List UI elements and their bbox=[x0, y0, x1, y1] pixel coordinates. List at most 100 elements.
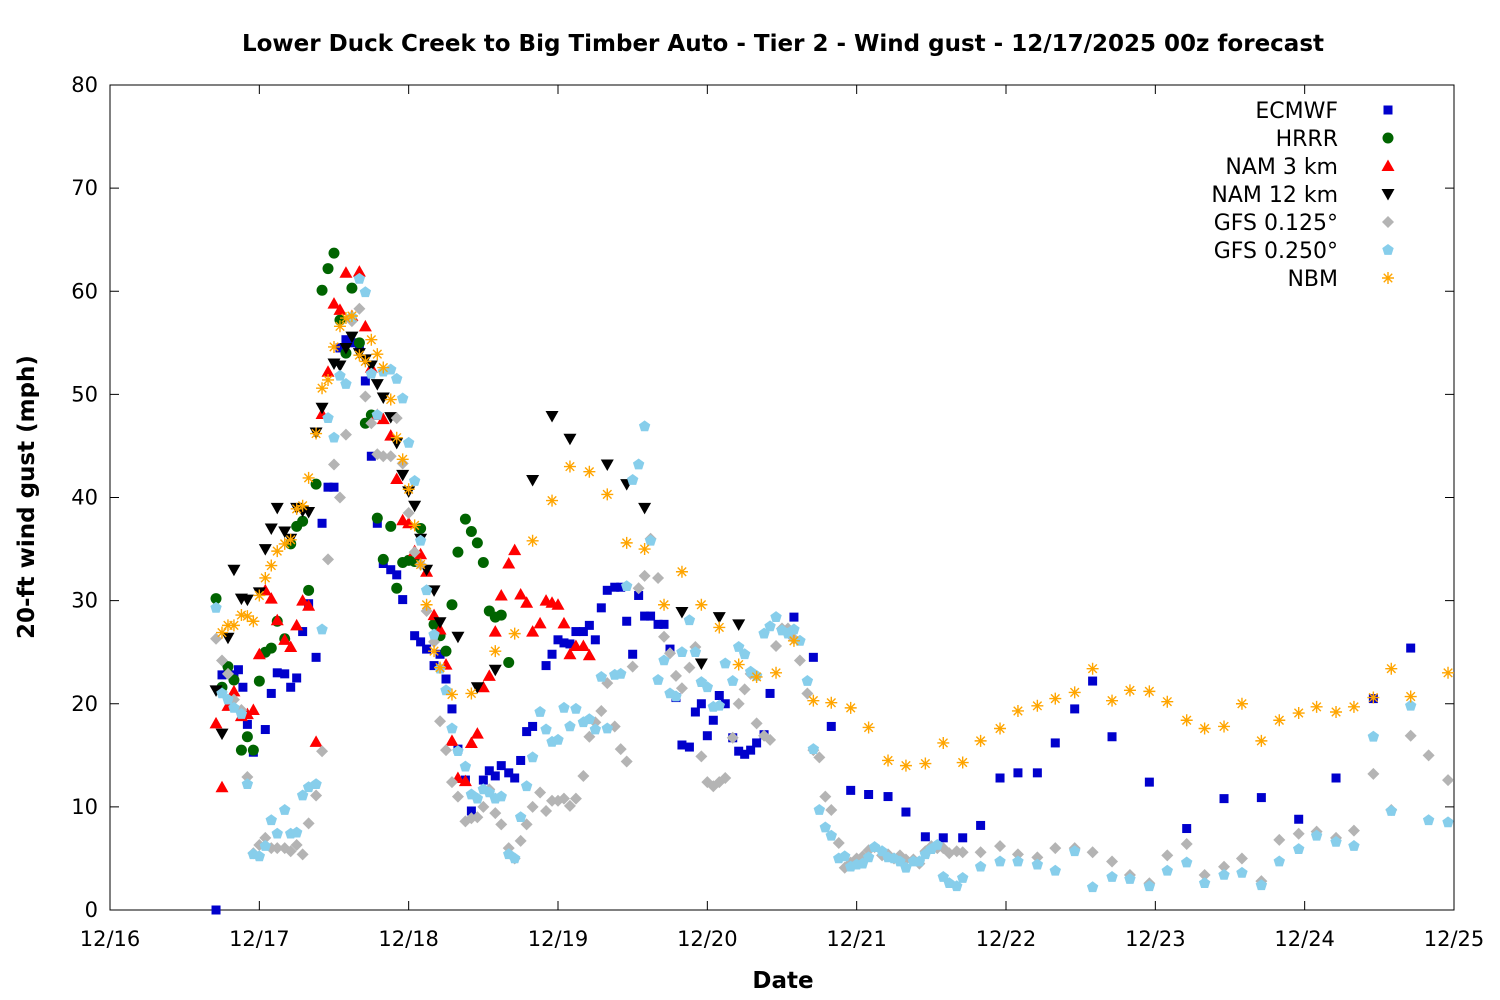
gfs-0-250-point bbox=[322, 412, 334, 423]
nbm-point bbox=[546, 494, 559, 507]
gfs-0-125-point bbox=[445, 776, 458, 789]
ecmwf-point bbox=[696, 699, 706, 709]
x-tick-label: 12/25 bbox=[1424, 927, 1485, 951]
gfs-0-125-point bbox=[675, 682, 688, 695]
ecmwf-point bbox=[478, 775, 488, 785]
gfs-0-125-point bbox=[259, 831, 272, 844]
legend-marker-nam-12-km bbox=[1381, 189, 1395, 201]
nbm-point bbox=[862, 721, 875, 734]
gfs-0-125-point bbox=[365, 417, 378, 430]
ecmwf-point bbox=[1219, 794, 1229, 804]
series-nam-12-km bbox=[209, 331, 746, 741]
ecmwf-point bbox=[1107, 732, 1117, 742]
ecmwf-point bbox=[602, 585, 612, 595]
gfs-0-125-point bbox=[626, 660, 639, 673]
nam-3-km-point bbox=[445, 734, 459, 746]
gfs-0-250-point bbox=[1049, 864, 1061, 876]
nam-12-km-point bbox=[563, 433, 577, 446]
nbm-point bbox=[974, 734, 987, 747]
ecmwf-point bbox=[496, 761, 506, 771]
ecmwf-point bbox=[920, 832, 930, 842]
hrrr-point bbox=[503, 657, 515, 668]
gfs-0-125-point bbox=[638, 569, 651, 582]
gfs-0-250-point bbox=[508, 852, 521, 864]
gfs-0-250-point bbox=[1198, 877, 1211, 889]
ecmwf-point bbox=[1182, 824, 1192, 834]
hrrr-point bbox=[322, 263, 334, 275]
gfs-0-250-point bbox=[764, 620, 776, 632]
gfs-0-250-point bbox=[353, 272, 366, 284]
gfs-0-125-point bbox=[1161, 849, 1174, 862]
ecmwf-point bbox=[280, 669, 290, 679]
gfs-0-125-point bbox=[440, 744, 452, 757]
ecmwf-point bbox=[528, 721, 538, 731]
nbm-point bbox=[508, 627, 521, 640]
x-tick-label: 12/23 bbox=[1125, 927, 1186, 951]
hrrr-point bbox=[446, 599, 458, 611]
ecmwf-point bbox=[1144, 777, 1154, 787]
hrrr-point bbox=[303, 584, 315, 596]
y-tick-label: 0 bbox=[85, 898, 98, 922]
gfs-0-250-point bbox=[1442, 816, 1454, 828]
gfs-0-125-point bbox=[489, 807, 502, 820]
gfs-0-250-point bbox=[727, 675, 739, 686]
legend-marker-gfs-0-250 bbox=[1382, 244, 1394, 255]
gfs-0-250-point bbox=[279, 803, 291, 815]
gfs-0-125-point bbox=[333, 491, 346, 504]
gfs-0-250-point bbox=[253, 850, 266, 862]
nam-12-km-point bbox=[526, 474, 540, 487]
gfs-0-125-point bbox=[1235, 852, 1248, 865]
legend: ECMWF HRRR NAM 3 km NAM 12 km GFS 0.125° GFS … bbox=[1211, 99, 1395, 292]
gfs-0-125-point bbox=[1422, 749, 1435, 762]
nbm-point bbox=[384, 393, 397, 406]
ecmwf-point bbox=[976, 820, 986, 830]
gfs-0-250-point bbox=[534, 706, 546, 717]
legend-label-nbm: NBM bbox=[1287, 267, 1338, 292]
legend-marker-hrrr bbox=[1382, 132, 1394, 144]
nbm-point bbox=[844, 701, 857, 714]
nam-12-km-point bbox=[315, 402, 329, 415]
nam-3-km-point bbox=[246, 703, 260, 715]
nbm-point bbox=[1049, 692, 1062, 705]
nam-12-km-point bbox=[488, 664, 502, 677]
gfs-0-250-point bbox=[1310, 829, 1323, 841]
ecmwf-point bbox=[883, 792, 893, 802]
gfs-0-125-point bbox=[750, 717, 763, 730]
nam-3-km-point bbox=[209, 716, 223, 729]
gfs-0-250-point bbox=[713, 699, 725, 711]
gfs-0-250-point bbox=[316, 623, 328, 635]
nam-3-km-point bbox=[526, 625, 540, 637]
hrrr-point bbox=[328, 247, 340, 259]
nbm-point bbox=[750, 670, 763, 683]
gfs-0-250-point bbox=[839, 850, 851, 862]
gfs-0-250-point bbox=[825, 829, 837, 841]
gfs-0-125-point bbox=[408, 546, 421, 559]
nbm-point bbox=[1404, 690, 1417, 703]
gfs-0-250-point bbox=[222, 693, 234, 705]
gfs-0-250-point bbox=[340, 378, 352, 389]
nbm-point bbox=[956, 756, 969, 769]
gfs-0-125-point bbox=[384, 450, 397, 463]
gfs-0-250-point bbox=[235, 708, 248, 719]
nbm-point bbox=[825, 696, 838, 709]
ecmwf-point bbox=[238, 682, 248, 692]
nbm-point bbox=[259, 571, 272, 584]
y-tick-label: 80 bbox=[71, 73, 98, 97]
ecmwf-point bbox=[1013, 768, 1023, 778]
ecmwf-point bbox=[416, 637, 426, 647]
gfs-0-125-point bbox=[801, 687, 814, 700]
ecmwf-point bbox=[571, 627, 581, 637]
ecmwf-point bbox=[1070, 704, 1080, 714]
gfs-0-125-point bbox=[819, 790, 832, 803]
nbm-point bbox=[601, 488, 614, 501]
nbm-point bbox=[713, 621, 726, 634]
chart-title: Lower Duck Creek to Big Timber Auto - Ti… bbox=[242, 31, 1324, 57]
nbm-point bbox=[278, 537, 291, 550]
nam-3-km-point bbox=[309, 735, 323, 747]
nbm-point bbox=[1310, 700, 1323, 713]
gfs-0-250-point bbox=[1367, 730, 1380, 742]
gfs-0-125-point bbox=[216, 654, 228, 667]
nbm-point bbox=[1180, 714, 1193, 727]
hrrr-point bbox=[440, 645, 452, 657]
nbm-point bbox=[675, 565, 688, 578]
